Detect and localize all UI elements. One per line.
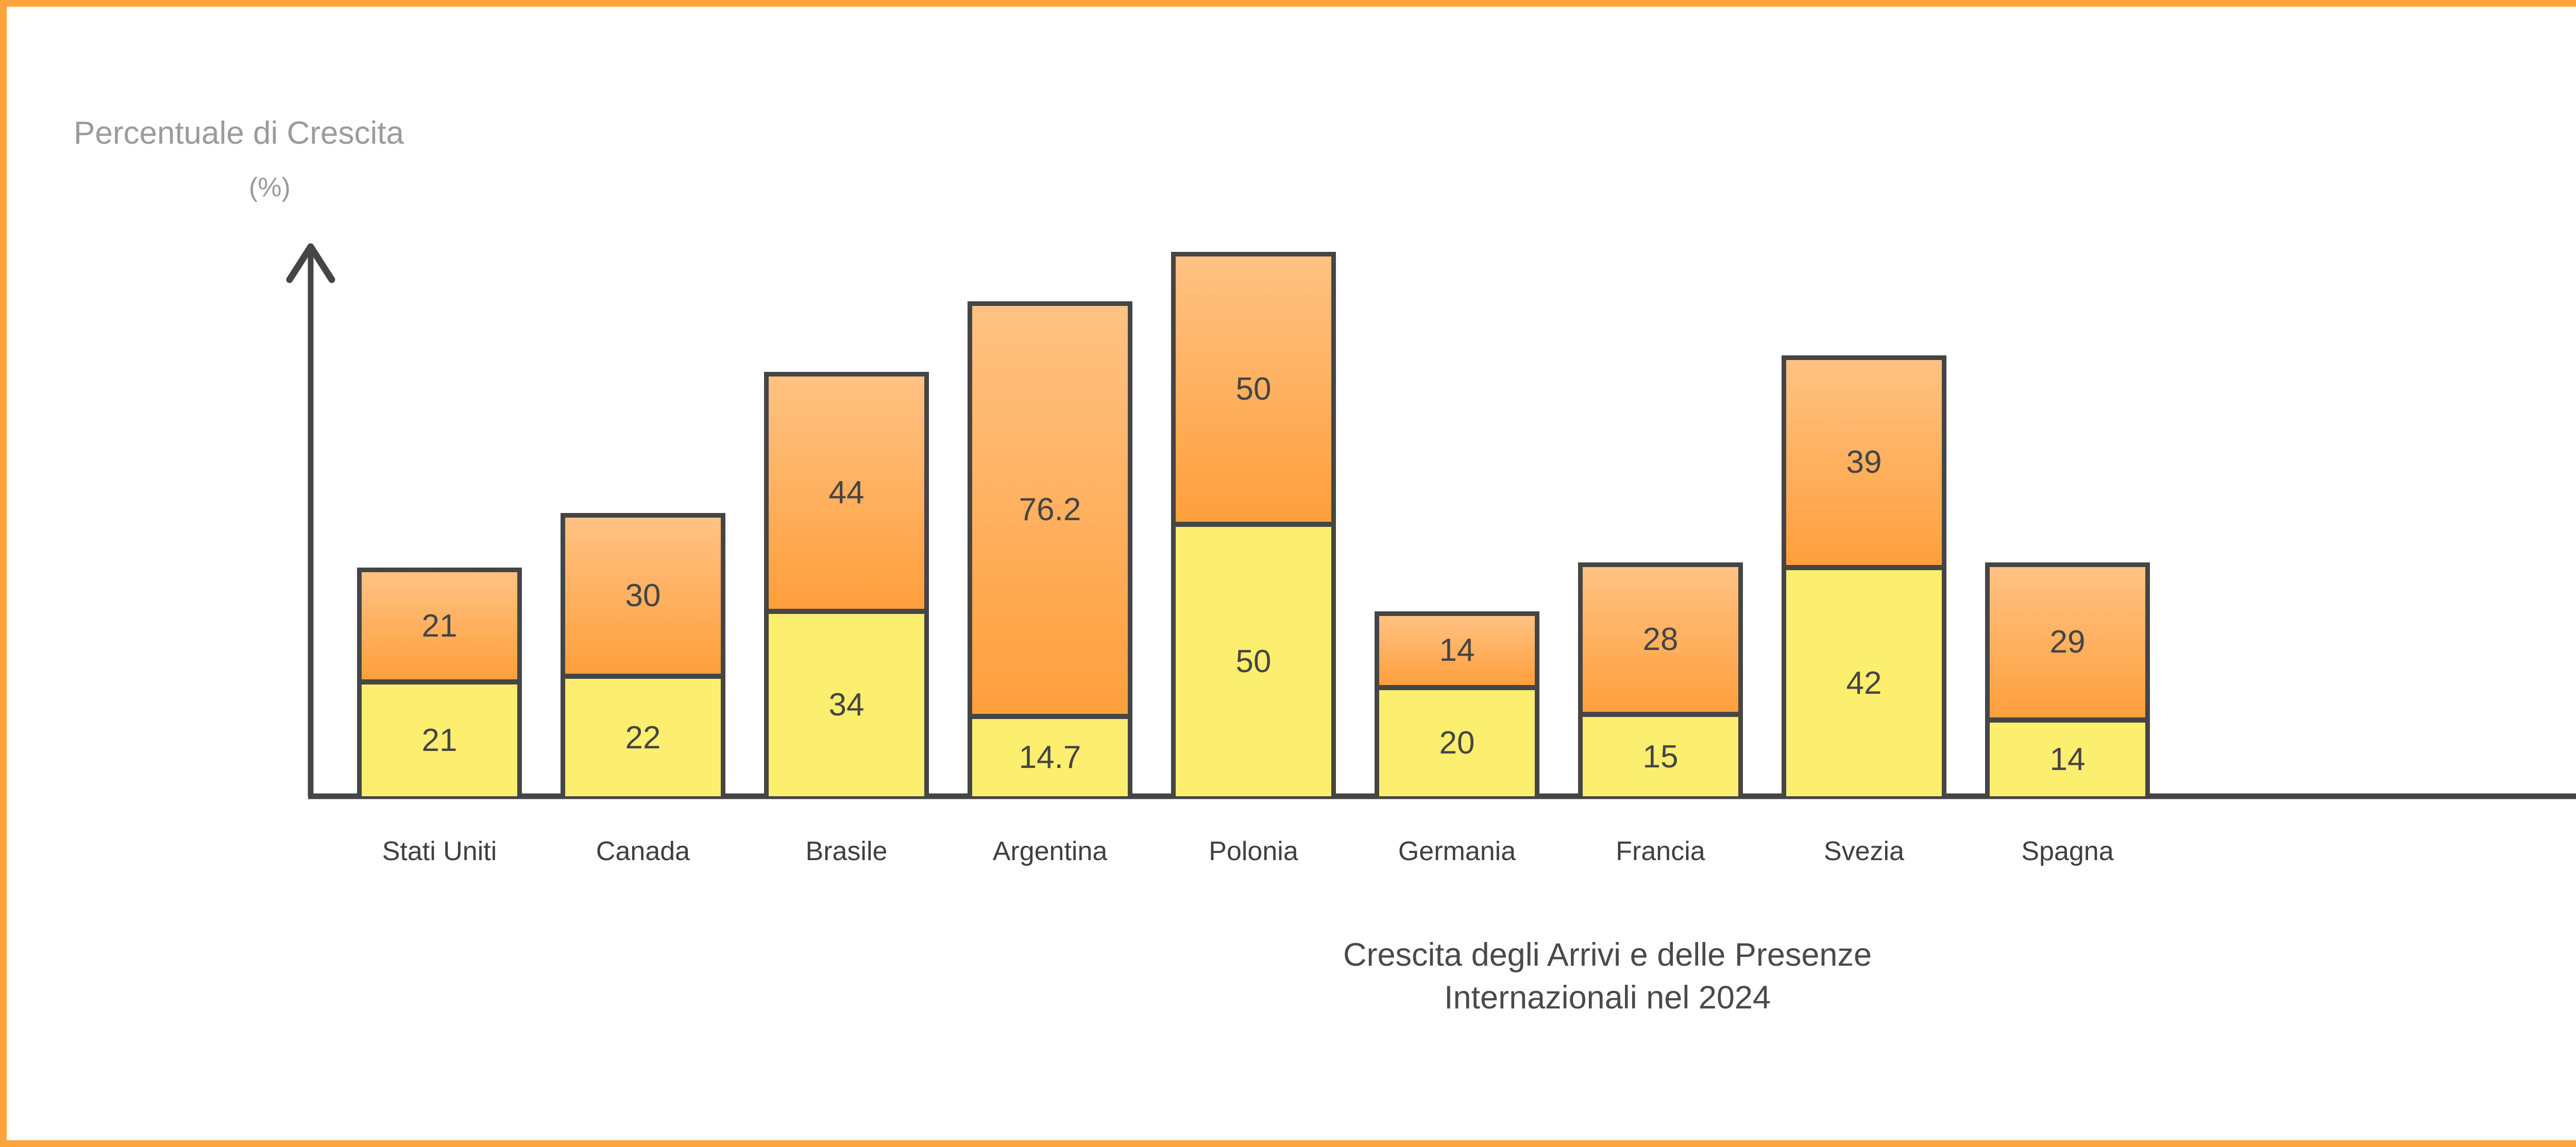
chart-title-line-1: Crescita degli Arrivi e delle Presenze bbox=[1343, 937, 1872, 973]
bar-segment-presenze[interactable]: 28 bbox=[1578, 562, 1743, 715]
bar-group[interactable]: 76.2 14.7 bbox=[968, 301, 1132, 796]
bar-value-label-presenze: 76.2 bbox=[1019, 492, 1081, 528]
bar-segment-presenze[interactable]: 44 bbox=[764, 371, 929, 611]
bar-segment-presenze[interactable]: 76.2 bbox=[968, 301, 1132, 716]
bar-value-label-presenze: 50 bbox=[1235, 371, 1272, 407]
x-tick-label: Argentina bbox=[992, 836, 1108, 866]
bar-group[interactable]: 50 50 bbox=[1171, 252, 1336, 796]
x-tick-label: Brasile bbox=[805, 836, 888, 866]
chart-title: Crescita degli Arrivi e delle Presenze I… bbox=[7, 934, 2576, 1019]
bar-group[interactable]: 44 34 bbox=[764, 371, 929, 796]
bar-segment-arrivi[interactable]: 20 bbox=[1375, 687, 1539, 796]
bar-group[interactable]: 21 21 bbox=[357, 568, 522, 796]
bar-value-label-presenze: 14 bbox=[1439, 632, 1475, 669]
bar-group[interactable]: 14 20 bbox=[1375, 611, 1539, 796]
bar-value-label-arrivi: 50 bbox=[1235, 643, 1272, 679]
bar-value-label-arrivi: 15 bbox=[1642, 739, 1679, 775]
bar-segment-presenze[interactable]: 30 bbox=[561, 513, 725, 677]
x-tick-label: Polonia bbox=[1209, 836, 1298, 866]
bar-segment-presenze[interactable]: 50 bbox=[1171, 252, 1336, 524]
bar-segment-arrivi[interactable]: 34 bbox=[764, 611, 929, 796]
bar-value-label-presenze: 29 bbox=[2049, 624, 2086, 660]
bar-segment-arrivi[interactable]: 15 bbox=[1578, 714, 1743, 796]
bar-value-label-arrivi: 14.7 bbox=[1019, 740, 1081, 776]
bar-value-label-presenze: 44 bbox=[828, 474, 865, 510]
bar-value-label-arrivi: 20 bbox=[1439, 725, 1475, 761]
bar-value-label-arrivi: 22 bbox=[625, 720, 661, 756]
x-tick-label: Germania bbox=[1398, 836, 1516, 866]
bar-segment-arrivi[interactable]: 14 bbox=[1985, 720, 2150, 796]
bar-value-label-presenze: 21 bbox=[421, 608, 457, 644]
chart-title-line-2: Internazionali nel 2024 bbox=[1444, 980, 1771, 1016]
bar-value-label-arrivi: 34 bbox=[828, 687, 865, 723]
bar-value-label-arrivi: 42 bbox=[1846, 665, 1882, 701]
bar-group[interactable]: 39 42 bbox=[1782, 355, 1946, 796]
bar-value-label-arrivi: 14 bbox=[2049, 742, 2086, 778]
bar-segment-presenze[interactable]: 14 bbox=[1375, 611, 1539, 688]
plot-area: 21 21 30 22 44 34 76.2 14.7 50 50 14 20 28 15 39 42 29 14 bbox=[357, 177, 2576, 796]
bar-segment-presenze[interactable]: 21 bbox=[357, 568, 522, 682]
bar-value-label-arrivi: 21 bbox=[421, 723, 457, 759]
bar-segment-arrivi[interactable]: 14.7 bbox=[968, 716, 1132, 796]
bar-value-label-presenze: 39 bbox=[1846, 444, 1882, 481]
x-tick-label: Francia bbox=[1616, 836, 1705, 866]
x-tick-label: Spagna bbox=[2021, 836, 2114, 866]
y-axis-title: Percentuale di Crescita bbox=[74, 115, 404, 151]
bar-value-label-presenze: 28 bbox=[1642, 621, 1679, 657]
bar-segment-arrivi[interactable]: 50 bbox=[1171, 524, 1336, 796]
bar-segment-presenze[interactable]: 29 bbox=[1985, 562, 2150, 721]
bar-group[interactable]: 29 14 bbox=[1985, 562, 2150, 796]
bar-group[interactable]: 28 15 bbox=[1578, 562, 1743, 796]
bar-segment-presenze[interactable]: 39 bbox=[1782, 355, 1946, 568]
bar-segment-arrivi[interactable]: 42 bbox=[1782, 568, 1946, 796]
x-tick-label: Stati Uniti bbox=[382, 836, 497, 866]
y-axis-unit: (%) bbox=[249, 173, 291, 202]
x-tick-label: Canada bbox=[596, 836, 690, 866]
bar-segment-arrivi[interactable]: 22 bbox=[561, 676, 725, 796]
bar-group[interactable]: 30 22 bbox=[561, 513, 725, 796]
bar-value-label-presenze: 30 bbox=[625, 578, 661, 614]
x-tick-label: Svezia bbox=[1823, 836, 1905, 866]
bar-segment-arrivi[interactable]: 21 bbox=[357, 682, 522, 796]
